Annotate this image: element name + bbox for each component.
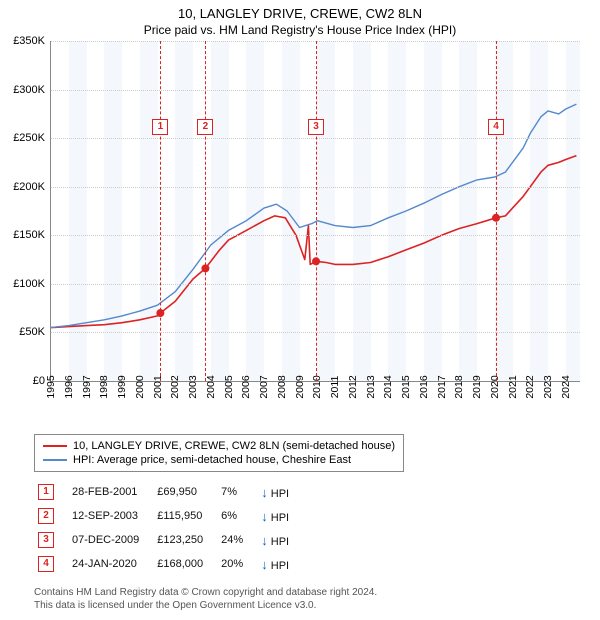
row-date: 24-JAN-2020 [68,552,153,576]
chart-title: 10, LANGLEY DRIVE, CREWE, CW2 8LN [0,0,600,21]
y-tick-label: £350K [13,35,45,47]
plot-area: £0£50K£100K£150K£200K£250K£300K£350K1995… [50,41,580,382]
table-row: 3 07-DEC-2009£123,25024%↓ HPI [34,528,303,552]
arrow-down-icon: ↓ [261,557,268,572]
x-tick-label: 1995 [45,375,57,398]
x-tick-label: 2002 [169,375,181,398]
arrow-down-icon: ↓ [261,485,268,500]
chart-container: 10, LANGLEY DRIVE, CREWE, CW2 8LN Price … [0,0,600,620]
y-tick-label: £150K [13,229,45,241]
x-tick-label: 1996 [63,375,75,398]
footer-line1: Contains HM Land Registry data © Crown c… [34,586,377,599]
x-tick-label: 2018 [453,375,465,398]
x-tick-label: 2007 [258,375,270,398]
y-tick-label: £50K [19,326,45,338]
x-tick-label: 2021 [507,375,519,398]
series-price_paid [51,156,576,328]
x-tick-label: 2012 [347,375,359,398]
table-row: 2 12-SEP-2003£115,9506%↓ HPI [34,504,303,528]
x-tick-label: 2024 [560,375,572,398]
sale-marker-box: 1 [152,119,168,135]
x-tick-label: 2010 [311,375,323,398]
legend-item: 10, LANGLEY DRIVE, CREWE, CW2 8LN (semi-… [43,439,395,453]
x-tick-label: 1998 [98,375,110,398]
arrow-down-icon: ↓ [261,509,268,524]
legend-swatch [43,459,67,461]
row-marker-box: 2 [38,508,54,524]
x-tick-label: 2005 [223,375,235,398]
row-price: £123,250 [153,528,217,552]
y-tick-label: £300K [13,84,45,96]
row-price: £168,000 [153,552,217,576]
x-tick-label: 2004 [205,375,217,398]
x-tick-label: 2017 [436,375,448,398]
legend-label: HPI: Average price, semi-detached house,… [73,454,351,466]
y-tick-label: £0 [33,375,45,387]
x-tick-label: 2020 [489,375,501,398]
sale-marker-line [160,41,161,381]
x-tick-label: 1999 [116,375,128,398]
sale-marker-box: 4 [488,119,504,135]
sale-marker-line [316,41,317,381]
x-tick-label: 2015 [400,375,412,398]
row-pct: 7% [217,480,257,504]
row-date: 12-SEP-2003 [68,504,153,528]
x-tick-label: 2008 [276,375,288,398]
footer-attribution: Contains HM Land Registry data © Crown c… [34,586,377,612]
sale-marker-line [496,41,497,381]
row-pct: 24% [217,528,257,552]
x-tick-label: 1997 [81,375,93,398]
row-date: 07-DEC-2009 [68,528,153,552]
row-marker-box: 4 [38,556,54,572]
row-arrow: ↓ HPI [257,528,303,552]
sale-marker-line [205,41,206,381]
x-tick-label: 2011 [329,376,341,399]
x-tick-label: 2009 [294,375,306,398]
chart-subtitle: Price paid vs. HM Land Registry's House … [0,21,600,41]
row-arrow: ↓ HPI [257,552,303,576]
row-arrow: ↓ HPI [257,480,303,504]
x-tick-label: 2000 [134,375,146,398]
row-pct: 6% [217,504,257,528]
row-pct: 20% [217,552,257,576]
row-marker-box: 1 [38,484,54,500]
x-tick-label: 2014 [382,375,394,398]
y-tick-label: £100K [13,278,45,290]
legend-swatch [43,445,67,447]
y-tick-label: £250K [13,132,45,144]
arrow-down-icon: ↓ [261,533,268,548]
x-tick-label: 2006 [240,375,252,398]
x-tick-label: 2016 [418,375,430,398]
row-price: £69,950 [153,480,217,504]
row-arrow: ↓ HPI [257,504,303,528]
table-row: 4 24-JAN-2020£168,00020%↓ HPI [34,552,303,576]
row-marker-box: 3 [38,532,54,548]
sale-marker-box: 3 [308,119,324,135]
legend-item: HPI: Average price, semi-detached house,… [43,453,395,467]
x-tick-label: 2019 [471,375,483,398]
legend-label: 10, LANGLEY DRIVE, CREWE, CW2 8LN (semi-… [73,440,395,452]
x-tick-label: 2013 [365,375,377,398]
sales-table: 128-FEB-2001£69,9507%↓ HPI212-SEP-2003£1… [34,480,303,576]
x-tick-label: 2001 [152,375,164,398]
x-tick-label: 2003 [187,375,199,398]
y-tick-label: £200K [13,181,45,193]
x-tick-label: 2022 [524,375,536,398]
row-date: 28-FEB-2001 [68,480,153,504]
table-row: 1 28-FEB-2001£69,9507%↓ HPI [34,480,303,504]
footer-line2: This data is licensed under the Open Gov… [34,599,377,612]
legend: 10, LANGLEY DRIVE, CREWE, CW2 8LN (semi-… [34,434,404,472]
row-price: £115,950 [153,504,217,528]
x-tick-label: 2023 [542,375,554,398]
sale-marker-box: 2 [197,119,213,135]
